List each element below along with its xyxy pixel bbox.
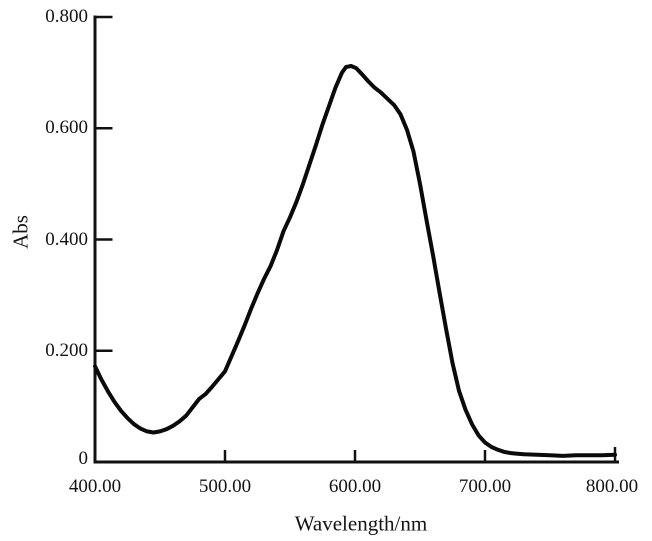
x-tick-label: 400.00 — [68, 476, 122, 497]
x-tick-label: 500.00 — [198, 476, 252, 497]
y-tick-label: 0.400 — [45, 228, 88, 250]
y-tick-label: 0.600 — [45, 117, 88, 139]
y-tick-label: 0.800 — [45, 6, 88, 27]
x-tick-label: 800.00 — [585, 476, 639, 497]
absorbance-curve — [93, 64, 617, 458]
y-tick-label: 0.200 — [45, 339, 88, 361]
x-tick-label: 700.00 — [458, 476, 512, 497]
x-tick-label: 600.00 — [328, 476, 382, 497]
x-axis-title: Wavelength/nm — [294, 511, 428, 536]
y-tick-label: 0 — [78, 448, 89, 469]
